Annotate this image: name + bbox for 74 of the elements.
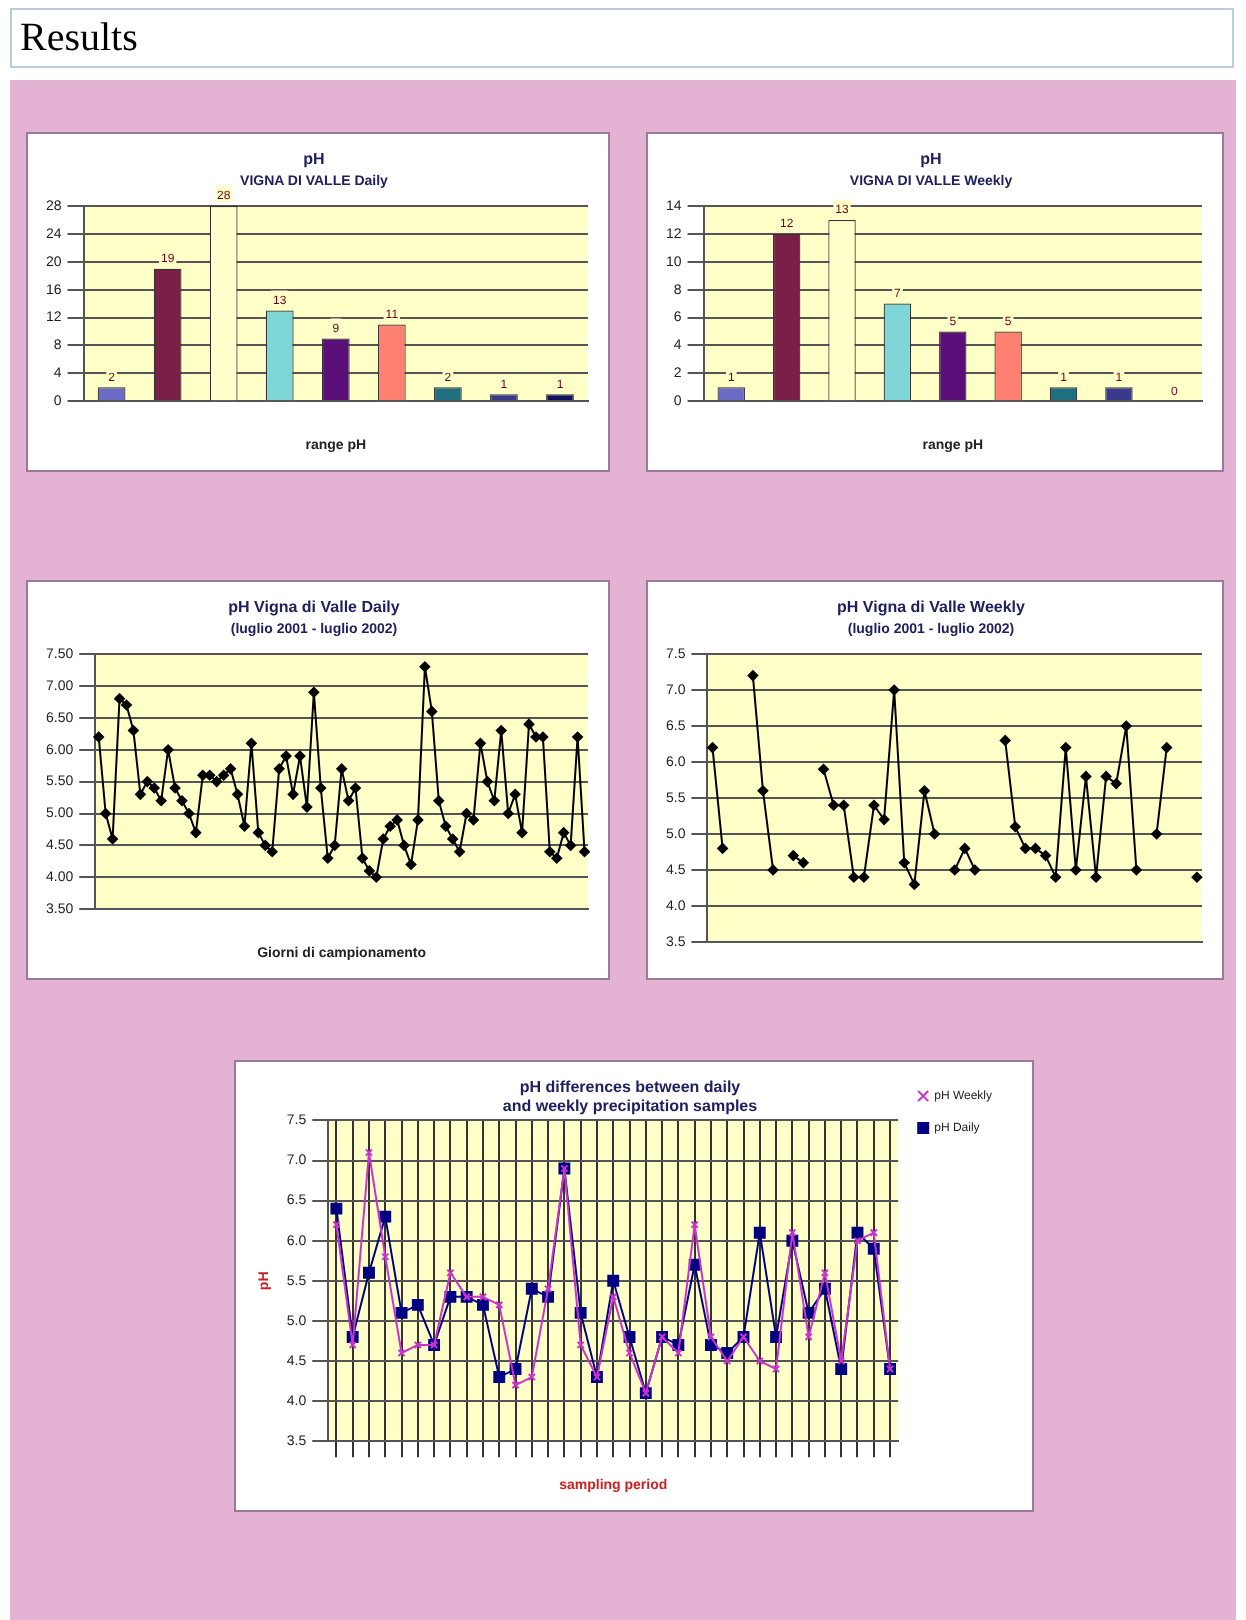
point xyxy=(1131,864,1142,876)
point xyxy=(379,1210,392,1223)
point xyxy=(348,1340,357,1350)
point xyxy=(395,1306,408,1319)
point xyxy=(706,1332,716,1342)
point xyxy=(949,864,961,876)
point xyxy=(363,1266,375,1279)
point xyxy=(878,814,890,825)
point xyxy=(576,1340,585,1350)
point xyxy=(820,1268,830,1277)
point xyxy=(717,843,728,854)
point xyxy=(898,857,910,869)
point xyxy=(330,1202,343,1215)
text: Results xyxy=(10,8,1234,68)
point xyxy=(908,879,920,890)
chart-title: pH differences between daily and weekly precipitation samples xyxy=(502,1078,759,1116)
point xyxy=(707,742,718,753)
point xyxy=(888,684,900,696)
point xyxy=(835,1363,848,1375)
point xyxy=(477,1298,489,1311)
point xyxy=(1161,742,1173,753)
point xyxy=(1151,828,1162,840)
point xyxy=(446,1268,455,1277)
point xyxy=(788,1228,797,1237)
point xyxy=(767,864,779,876)
point xyxy=(1090,871,1102,883)
chart-title: pH Vigna di Valle Weekly xyxy=(837,598,1027,617)
point xyxy=(1040,850,1051,861)
chart-title: pH xyxy=(303,150,326,169)
point xyxy=(858,871,870,883)
point xyxy=(1050,871,1062,883)
point xyxy=(478,1292,488,1301)
point xyxy=(837,1356,846,1366)
point xyxy=(757,785,769,797)
point xyxy=(1009,821,1021,833)
point xyxy=(828,799,840,811)
point xyxy=(1030,843,1041,854)
point xyxy=(495,1300,504,1309)
point xyxy=(607,1274,620,1287)
point xyxy=(787,850,799,861)
point xyxy=(1070,864,1082,876)
point xyxy=(609,1292,618,1301)
chart-title: pH xyxy=(920,150,943,169)
point xyxy=(413,1340,422,1350)
point xyxy=(527,1372,536,1382)
point xyxy=(999,735,1011,746)
point xyxy=(525,1282,538,1295)
point xyxy=(753,1226,766,1239)
point xyxy=(818,763,829,775)
point xyxy=(1100,771,1112,782)
point xyxy=(543,1284,553,1293)
chart-title: pH Vigna di Valle Daily xyxy=(228,598,401,617)
point xyxy=(838,799,850,811)
point xyxy=(1120,720,1132,732)
point xyxy=(493,1371,506,1383)
point xyxy=(797,857,809,869)
point xyxy=(1080,771,1092,782)
point xyxy=(1060,742,1072,753)
point xyxy=(755,1356,764,1366)
point xyxy=(771,1364,781,1374)
point xyxy=(1191,871,1203,883)
point xyxy=(444,1290,457,1303)
point xyxy=(1110,778,1122,789)
point xyxy=(868,799,880,811)
point xyxy=(1019,843,1031,854)
point xyxy=(853,1236,862,1245)
point xyxy=(848,871,860,883)
point xyxy=(690,1220,699,1229)
point xyxy=(929,828,940,840)
point xyxy=(747,670,759,681)
point xyxy=(969,864,981,876)
point xyxy=(674,1348,683,1358)
point xyxy=(959,843,971,854)
point xyxy=(411,1298,424,1311)
